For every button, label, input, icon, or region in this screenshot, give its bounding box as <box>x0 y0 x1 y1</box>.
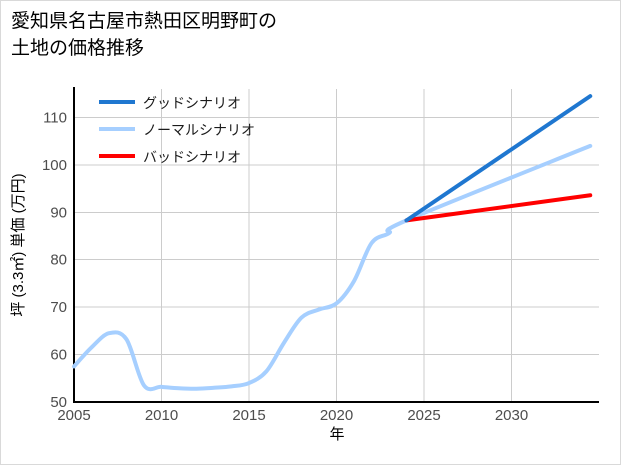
axis-lines <box>73 87 599 403</box>
x-tick-label: 2010 <box>145 407 178 424</box>
x-axis-tick-labels: 2005 2010 2015 2020 2025 2030 <box>57 407 528 424</box>
y-tick-label: 50 <box>50 394 67 411</box>
series-line <box>404 193 593 223</box>
x-tick-label: 2030 <box>495 407 528 424</box>
chart-title: 愛知県名古屋市熱田区明野町の 土地の価格推移 <box>11 11 278 59</box>
x-axis-title: 年 <box>329 426 344 443</box>
series-line <box>404 94 593 223</box>
y-axis-tick-labels: 50 60 70 80 90 100 110 <box>42 109 67 411</box>
y-tick-label: 60 <box>50 347 67 364</box>
y-tick-label: 110 <box>43 109 67 126</box>
x-tick-label: 2015 <box>232 407 265 424</box>
y-tick-label: 100 <box>42 157 67 174</box>
x-tick-label: 2005 <box>57 407 90 424</box>
data-series-group <box>72 94 593 392</box>
y-tick-label: 70 <box>50 299 67 316</box>
y-tick-label: 90 <box>50 204 67 221</box>
x-tick-label: 2020 <box>320 407 353 424</box>
series-line <box>72 143 593 392</box>
y-axis-title: 坪 (3.3㎡) 単価 (万円) <box>10 173 27 316</box>
legend-label: グッドシナリオ <box>143 95 241 111</box>
legend-label: ノーマルシナリオ <box>143 122 255 138</box>
y-tick-label: 80 <box>50 252 67 269</box>
legend-label: バッドシナリオ <box>143 149 241 165</box>
x-tick-label: 2025 <box>407 407 440 424</box>
